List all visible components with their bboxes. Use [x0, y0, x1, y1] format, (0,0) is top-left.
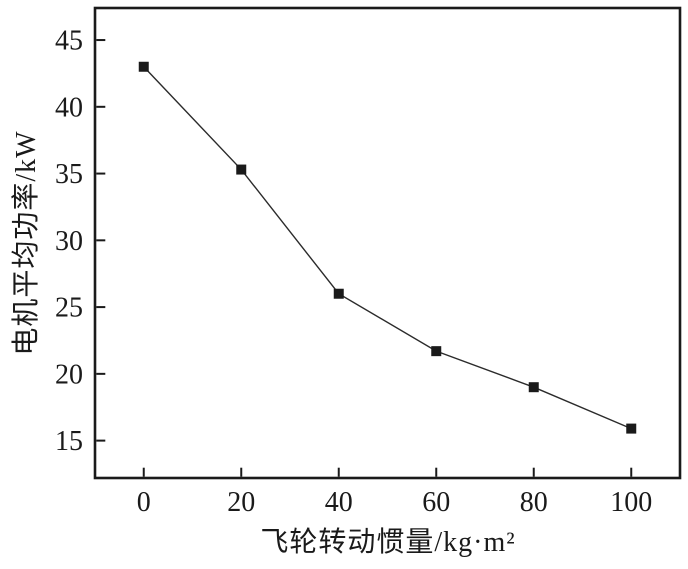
y-tick-label: 30	[55, 226, 83, 257]
data-point	[528, 382, 539, 393]
x-tick-label: 60	[422, 487, 450, 518]
x-tick-label: 80	[520, 487, 548, 518]
data-point	[138, 61, 149, 72]
x-tick-label: 100	[610, 487, 652, 518]
x-tick-label: 20	[227, 487, 255, 518]
y-tick-label: 20	[55, 359, 83, 390]
plot-border	[93, 6, 682, 480]
y-tick-label: 35	[55, 159, 83, 190]
series-line	[143, 66, 632, 430]
x-tick-label: 40	[325, 487, 353, 518]
y-tick-label: 45	[55, 26, 83, 57]
data-point	[236, 164, 247, 175]
data-point	[626, 423, 637, 434]
x-tick-label: 0	[137, 487, 151, 518]
x-axis-label: 飞轮转动惯量/kg·m²	[260, 527, 516, 558]
data-point	[431, 346, 442, 357]
y-tick-label: 15	[55, 426, 83, 457]
y-tick-label: 40	[55, 92, 83, 123]
y-axis-label: 电机平均功率/kW	[11, 130, 42, 356]
data-point	[333, 288, 344, 299]
y-tick-label: 25	[55, 293, 83, 324]
